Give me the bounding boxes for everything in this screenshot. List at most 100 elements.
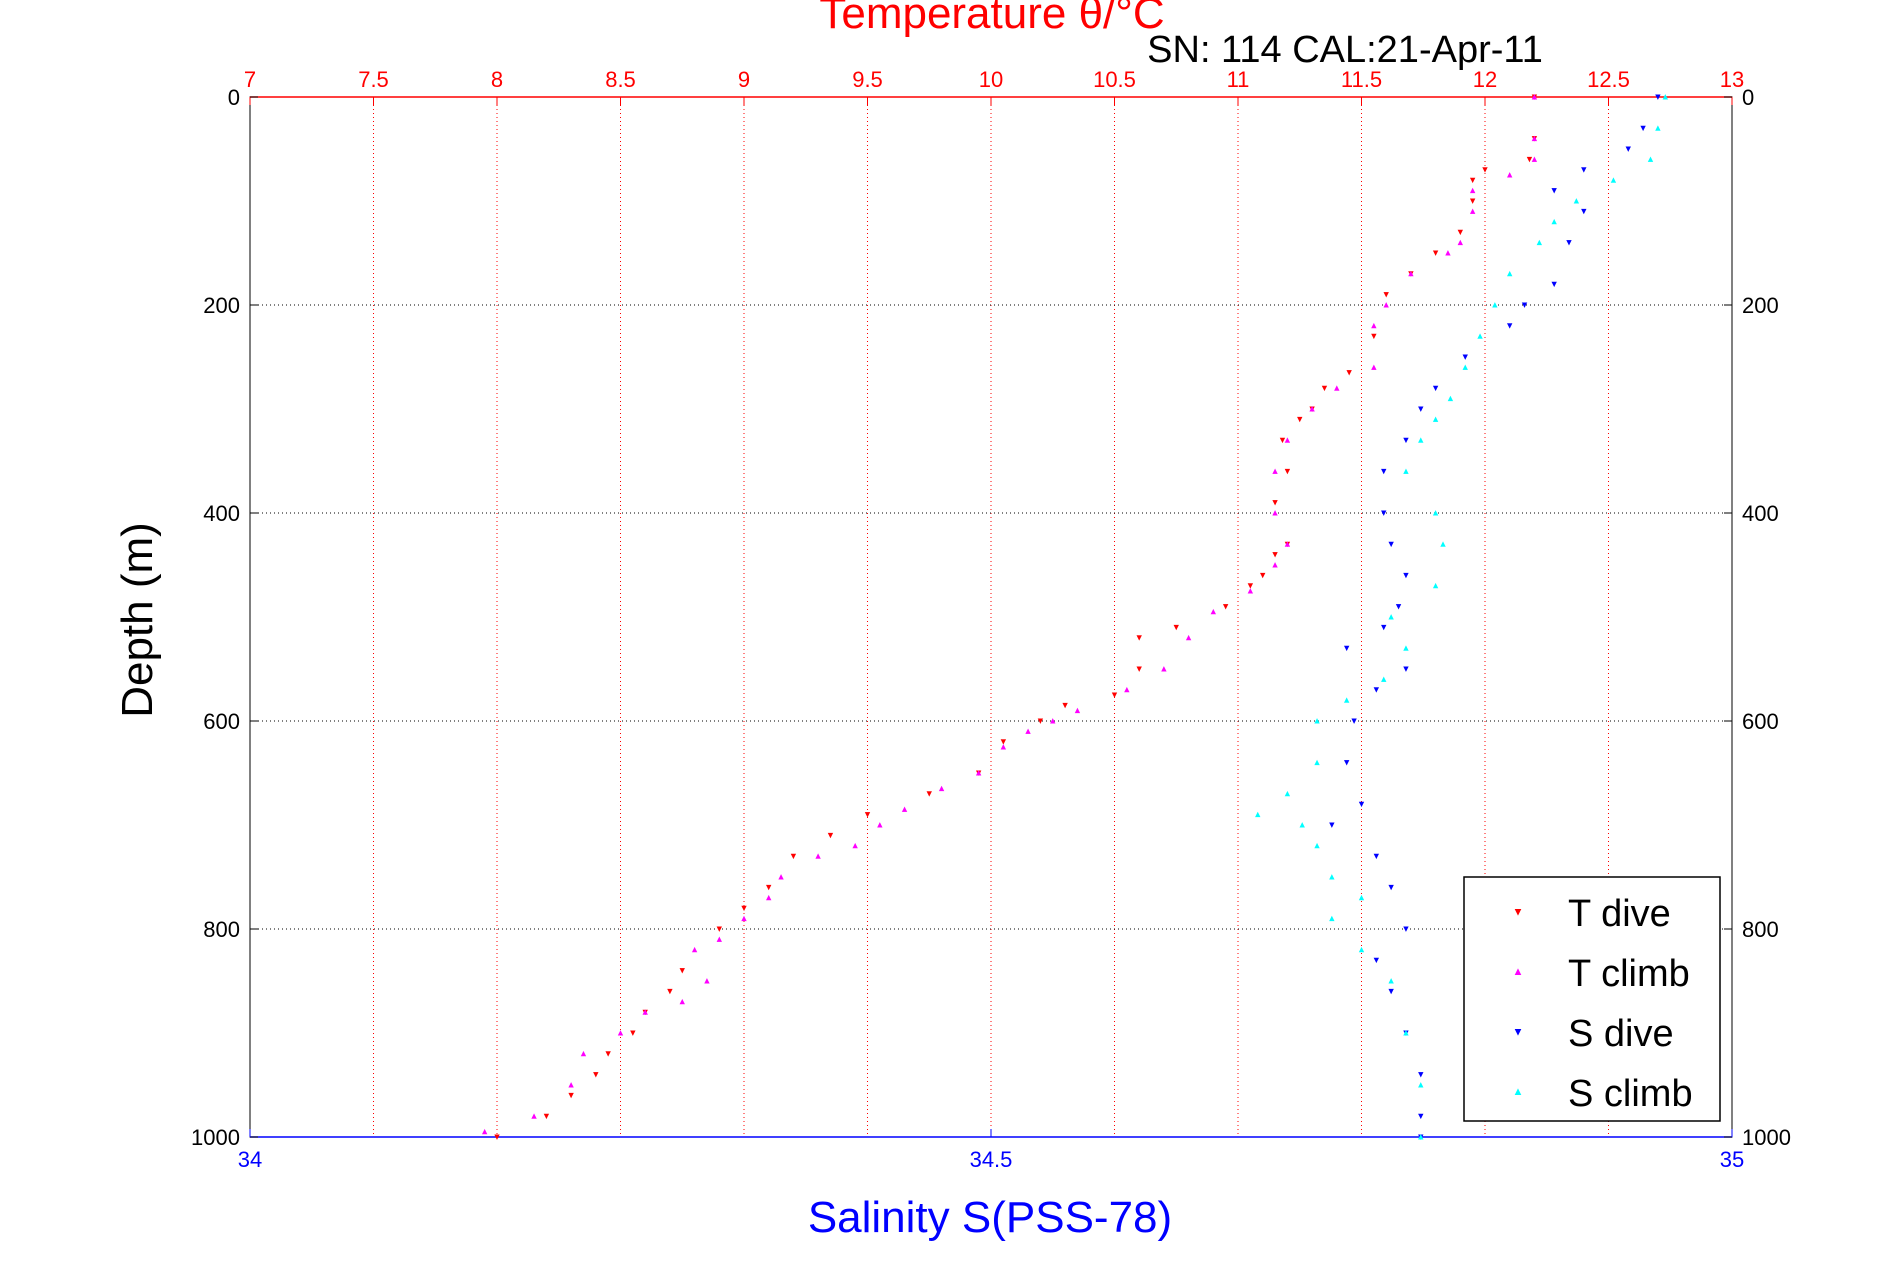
data-point [494, 1134, 500, 1140]
data-point [877, 822, 883, 828]
depth-tick-label-left: 800 [203, 917, 240, 942]
data-point [568, 1092, 574, 1099]
data-point [778, 874, 784, 880]
data-point [1581, 208, 1587, 215]
data-point [1457, 239, 1463, 246]
data-point [1161, 666, 1167, 672]
data-point [1314, 842, 1320, 849]
temperature-tick-label: 9.5 [852, 67, 883, 92]
temperature-axis-title: Temperature θ/°C [819, 0, 1164, 38]
data-point [1314, 718, 1320, 724]
data-point [852, 842, 858, 849]
data-point [1462, 354, 1468, 360]
data-point [1662, 94, 1668, 100]
data-point [1655, 125, 1661, 131]
data-point [642, 1009, 648, 1015]
temperature-tick-label: 7 [244, 67, 256, 92]
data-point [1329, 915, 1335, 922]
temperature-tick-label: 11.5 [1341, 67, 1382, 92]
data-point [1440, 541, 1446, 547]
data-point [1272, 562, 1278, 568]
data-point [1383, 302, 1389, 308]
data-point [1581, 167, 1587, 173]
data-point [1074, 707, 1081, 714]
data-point [1025, 728, 1031, 734]
data-point [975, 770, 982, 776]
data-point [1408, 270, 1414, 277]
data-point [1255, 811, 1261, 818]
series-s-climb [1255, 94, 1668, 1140]
data-point [1432, 385, 1439, 392]
data-point [1334, 385, 1340, 391]
salinity-tick-label: 35 [1720, 1147, 1744, 1172]
depth-axis-title: Depth (m) [113, 522, 162, 718]
data-point [1272, 510, 1278, 516]
data-point [1247, 583, 1254, 589]
data-point [1507, 172, 1513, 178]
temperature-tick-label: 8 [491, 67, 503, 92]
data-point [1343, 760, 1350, 766]
data-point [1403, 1030, 1409, 1036]
data-point [1625, 146, 1631, 152]
data-point [1383, 292, 1389, 298]
data-point [1403, 926, 1409, 932]
data-point [1418, 1113, 1424, 1120]
data-point [704, 978, 710, 984]
data-point [1371, 322, 1377, 329]
data-point [1469, 187, 1476, 194]
data-point [1403, 572, 1409, 579]
data-point [1284, 790, 1291, 797]
data-point [766, 894, 772, 901]
data-point [580, 1050, 587, 1057]
data-point [938, 785, 945, 792]
data-point [1381, 624, 1387, 631]
temperature-tick-label: 10.5 [1093, 67, 1136, 92]
data-point [1136, 666, 1142, 672]
temperature-tick-label: 11 [1227, 67, 1250, 92]
data-point [667, 988, 673, 995]
data-point [543, 1113, 550, 1120]
data-point [1388, 541, 1394, 548]
data-point [1329, 874, 1335, 880]
data-point [1358, 801, 1365, 808]
data-point [1111, 692, 1118, 698]
data-point [1260, 572, 1266, 579]
data-point [741, 915, 747, 922]
depth-tick-label-left: 600 [203, 709, 240, 734]
data-point [1469, 177, 1476, 184]
data-point [1210, 608, 1216, 615]
data-point [1551, 188, 1557, 194]
data-point [1329, 822, 1335, 828]
data-point [901, 806, 908, 812]
temperature-tick-label: 10 [979, 67, 1003, 92]
data-point [1507, 270, 1513, 277]
data-point [1358, 894, 1365, 901]
legend-marker [1514, 968, 1522, 975]
series-s-dive [1329, 94, 1661, 1140]
depth-tick-label-right: 600 [1742, 709, 1779, 734]
data-point [1299, 822, 1305, 828]
depth-tick-label-left: 200 [203, 293, 240, 318]
data-point [1418, 437, 1424, 443]
data-point [1531, 135, 1538, 142]
data-point [481, 1128, 488, 1135]
legend-marker [1514, 1029, 1522, 1036]
data-point [1381, 676, 1387, 682]
data-point [1388, 884, 1394, 891]
temperature-tick-label: 9 [738, 67, 750, 92]
data-point [1551, 281, 1557, 288]
data-point [1521, 302, 1528, 308]
data-point [1388, 978, 1394, 984]
temperature-tick-label: 13 [1720, 67, 1744, 92]
data-point [1403, 645, 1409, 651]
depth-tick-label-left: 400 [203, 501, 240, 526]
data-point [1272, 500, 1278, 506]
data-point [1492, 302, 1498, 308]
data-point [815, 853, 821, 859]
data-point [1185, 634, 1192, 641]
legend-label: S dive [1568, 1013, 1674, 1055]
data-point [1272, 552, 1278, 558]
depth-tick-label-right: 800 [1742, 917, 1779, 942]
data-point [1297, 416, 1303, 423]
data-point [1395, 604, 1402, 610]
